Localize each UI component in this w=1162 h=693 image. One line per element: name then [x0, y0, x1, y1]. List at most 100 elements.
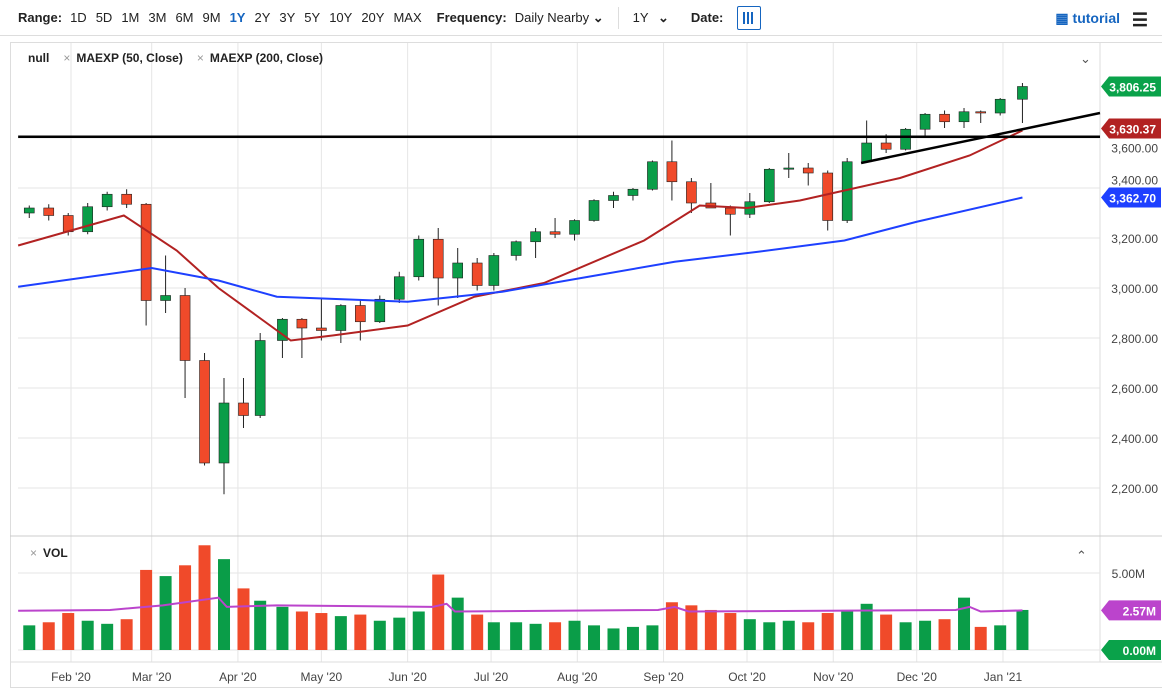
- remove-volume-icon[interactable]: ×: [30, 546, 38, 560]
- x-tick-label: Apr '20: [219, 670, 257, 684]
- range-20y[interactable]: 20Y: [361, 10, 385, 25]
- candle-body: [316, 327, 327, 331]
- vol-zero-label: 0.00M: [1123, 644, 1156, 658]
- candle-body: [666, 161, 678, 183]
- candle-body: [530, 231, 541, 243]
- volume-bar: [994, 625, 1007, 650]
- candle-body: [958, 111, 970, 123]
- calendar-icon[interactable]: [737, 5, 762, 30]
- volume-bar: [549, 622, 562, 650]
- candle-body: [569, 220, 580, 235]
- candle-body: [627, 188, 639, 196]
- volume-bar: [529, 623, 542, 650]
- range-3y[interactable]: 3Y: [279, 10, 296, 25]
- candle-body: [101, 193, 113, 208]
- range-9m[interactable]: 9M: [202, 10, 221, 25]
- volume-bar: [724, 613, 737, 650]
- volume-bar: [198, 545, 211, 650]
- candle-body: [160, 295, 171, 301]
- period-dropdown[interactable]: 1Y ⌄: [633, 10, 669, 26]
- volume-bar: [958, 597, 971, 650]
- ma200-value-tag: [1101, 187, 1161, 208]
- chevron-down-icon: ⌄: [592, 9, 604, 25]
- range-3m[interactable]: 3M: [148, 10, 167, 25]
- x-tick-label: Jan '21: [984, 670, 1023, 684]
- range-1d[interactable]: 1D: [70, 10, 87, 25]
- ma50-line: [17, 129, 1023, 342]
- collapse-chevron-icon: ⌃: [1076, 548, 1087, 563]
- volume-bar: [743, 619, 756, 650]
- volume-bar: [101, 623, 114, 650]
- y-tick-label: 3,000.00: [1111, 282, 1158, 296]
- chart-legend: null × MAEXP (50, Close) × MAEXP (200, Clo…: [28, 51, 323, 65]
- candle-body: [82, 206, 93, 233]
- x-tick-label: Nov '20: [813, 670, 854, 684]
- range-5y[interactable]: 5Y: [304, 10, 321, 25]
- candle-body: [880, 142, 892, 150]
- range-10y[interactable]: 10Y: [329, 10, 353, 25]
- candle-body: [296, 318, 308, 329]
- candle-body: [199, 360, 210, 464]
- volume-bar: [295, 611, 308, 650]
- volume-bar: [487, 622, 500, 650]
- film-icon: ▦: [1055, 10, 1069, 26]
- range-5d[interactable]: 5D: [95, 10, 113, 25]
- candle-body: [413, 238, 425, 278]
- candle-body: [975, 111, 987, 114]
- range-6m[interactable]: 6M: [175, 10, 194, 25]
- candle-body: [374, 298, 386, 323]
- remove-study-icon[interactable]: ×: [63, 51, 71, 65]
- candle-body: [452, 262, 463, 279]
- collapse-chevron-icon: ⌄: [1080, 51, 1091, 66]
- frequency-dropdown[interactable]: Daily Nearby ⌄: [515, 10, 604, 26]
- volume-bar: [23, 625, 36, 650]
- candle-body: [393, 276, 405, 300]
- range-max[interactable]: MAX: [393, 10, 422, 25]
- volume-label: VOL: [43, 546, 68, 560]
- volume-bar: [315, 613, 328, 650]
- volume-bar: [179, 565, 192, 650]
- candle-body: [686, 181, 697, 204]
- range-2y[interactable]: 2Y: [254, 10, 271, 25]
- candle-body: [43, 207, 55, 216]
- volume-bar: [62, 613, 75, 650]
- remove-study-icon[interactable]: ×: [196, 51, 204, 65]
- legend-study-ma50: × MAEXP (50, Close): [63, 51, 183, 65]
- volume-bar: [626, 626, 639, 650]
- date-label: Date:: [690, 10, 724, 25]
- candle-body: [1017, 86, 1028, 100]
- ma50-value-tag: [1101, 118, 1161, 139]
- candle-body: [140, 203, 152, 301]
- period-value: 1Y: [632, 9, 649, 25]
- volume-bar: [646, 625, 659, 650]
- candle-body: [254, 340, 266, 416]
- y-tick-label: 3,200.00: [1111, 232, 1158, 246]
- x-tick-label: Dec '20: [897, 670, 938, 684]
- volume-bar: [685, 605, 698, 650]
- candle-body: [471, 262, 483, 286]
- volume-bar: [802, 622, 815, 650]
- x-tick-label: Jun '20: [388, 670, 427, 684]
- y-tick-label: 2,600.00: [1111, 382, 1158, 396]
- candle-body: [919, 113, 931, 130]
- volume-bar: [607, 628, 620, 650]
- volume-bar: [919, 620, 932, 650]
- range-1y[interactable]: 1Y: [229, 10, 246, 25]
- candle-body: [510, 241, 522, 256]
- volume-bar: [373, 620, 386, 650]
- candle-body: [647, 161, 658, 190]
- y-tick-label: 2,400.00: [1111, 432, 1158, 446]
- range-1m[interactable]: 1M: [121, 10, 140, 25]
- ma200-line: [18, 196, 1023, 303]
- hamburger-menu-icon[interactable]: ☰: [1131, 10, 1148, 30]
- x-tick-label: Feb '20: [51, 670, 91, 684]
- ma200-value-label: 3,362.70: [1109, 192, 1156, 206]
- y-tick-label: 2,800.00: [1111, 332, 1158, 346]
- legend-symbol: null: [28, 51, 50, 65]
- tutorial-link[interactable]: ▦ tutorial: [1055, 10, 1120, 27]
- volume-bar: [568, 620, 581, 650]
- range-buttons: 1D 5D 1M 3M 6M 9M 1Y 2Y 3Y 5Y 10Y 20Y MAX: [70, 10, 431, 25]
- candle-body: [900, 128, 911, 150]
- volume-ma-line: [18, 596, 1023, 613]
